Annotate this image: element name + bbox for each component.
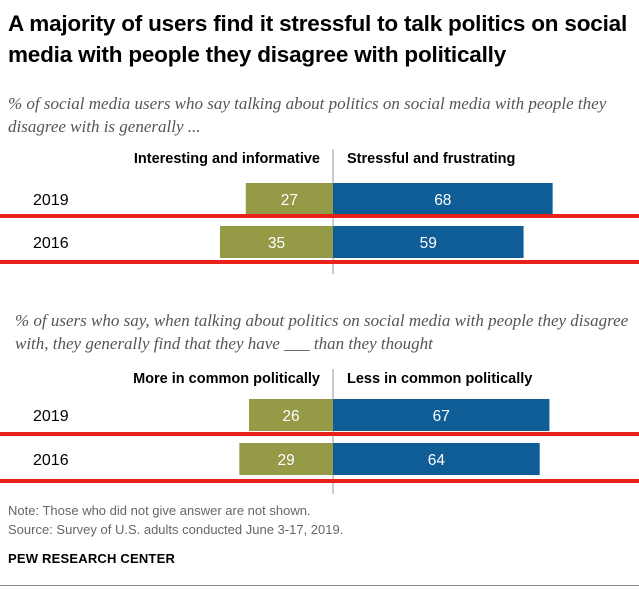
chart-2-subtitle: % of users who say, when talking about p… (15, 311, 629, 353)
bar-right-2016 (333, 443, 540, 475)
highlight-line (0, 260, 639, 264)
bar-left-2019 (245, 183, 333, 215)
highlight-line (0, 432, 639, 436)
data-label-left-2016: 29 (278, 452, 295, 469)
chart-1-subtitle: % of social media users who say talking … (8, 94, 607, 136)
chart-2: More in common politically Less in common… (0, 369, 639, 494)
legend-right: Stressful and frustrating (347, 151, 515, 167)
bar-right-2019 (333, 399, 550, 431)
org-logo-text: PEW RESEARCH CENTER (8, 551, 176, 566)
bar-right-2016 (333, 226, 524, 258)
data-label-right-2019: 68 (434, 192, 451, 209)
category-label: 2019 (33, 192, 69, 209)
legend-left: Interesting and informative (134, 151, 320, 167)
category-label: 2016 (33, 235, 69, 252)
highlight-line (0, 214, 639, 218)
legend-right: Less in common politically (347, 371, 532, 387)
bottom-divider (0, 585, 639, 586)
category-label: 2016 (33, 452, 69, 469)
data-label-left-2019: 27 (281, 192, 298, 209)
data-label-right-2019: 67 (433, 408, 450, 425)
note-text: Note: Those who did not give answer are … (8, 503, 311, 518)
bar-left-2016 (239, 443, 333, 475)
category-label: 2019 (33, 408, 69, 425)
chart-1: Interesting and informative Stressful and… (0, 149, 639, 274)
legend-left: More in common politically (133, 371, 320, 387)
data-label-right-2016: 59 (420, 235, 437, 252)
highlight-line (0, 479, 639, 483)
bar-right-2019 (333, 183, 553, 215)
data-label-left-2016: 35 (268, 235, 285, 252)
chart-title: A majority of users find it stressful to… (8, 11, 627, 67)
bar-left-2016 (219, 226, 333, 258)
bar-left-2019 (249, 399, 333, 431)
source-text: Source: Survey of U.S. adults conducted … (8, 522, 344, 537)
data-label-right-2016: 64 (428, 452, 446, 469)
data-label-left-2019: 26 (282, 408, 299, 425)
